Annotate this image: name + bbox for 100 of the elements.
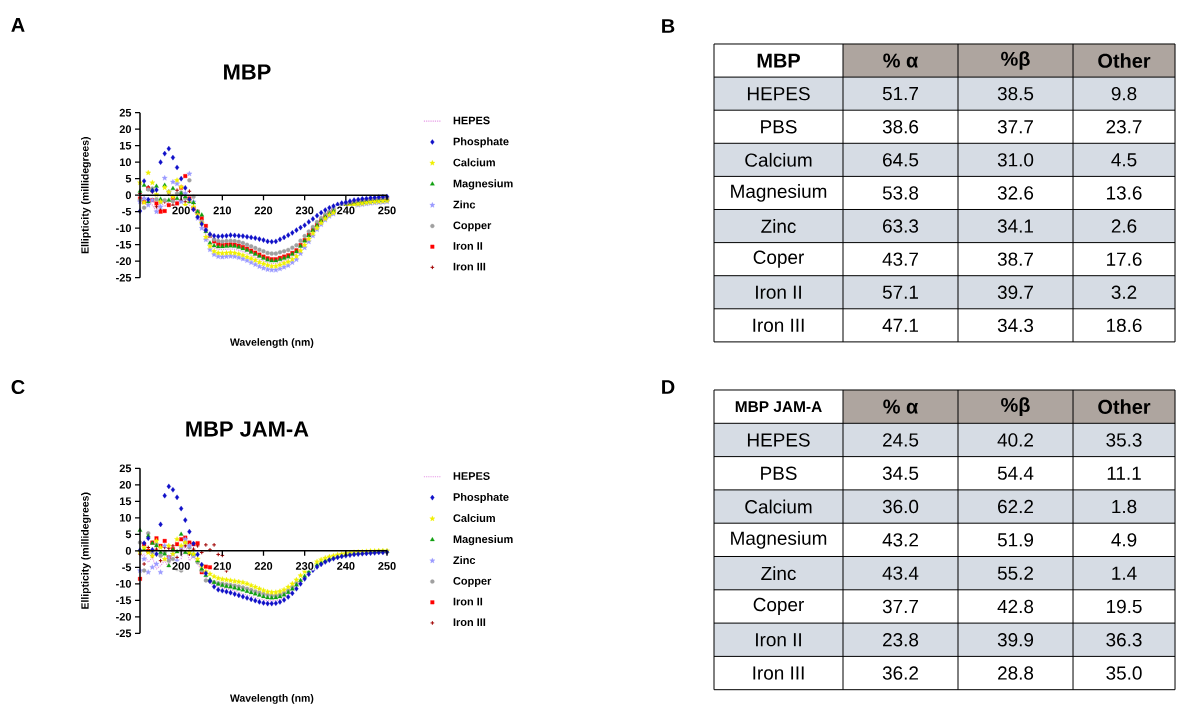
legend-label: Iron III xyxy=(453,618,486,627)
category-label: Coper xyxy=(753,250,804,268)
text: 36.2 xyxy=(882,666,918,680)
y-tick-label: 0 xyxy=(125,191,132,200)
text: 23.8 xyxy=(883,633,919,647)
category-label: %β xyxy=(1001,397,1030,416)
category-label: Other xyxy=(1098,399,1151,414)
text: 37.7 xyxy=(882,599,918,614)
y-tick-label: -25 xyxy=(116,273,132,282)
x-tick-label: 220 xyxy=(254,206,273,215)
legend-label: Phosphate xyxy=(453,137,509,148)
legend-label: Magnesium xyxy=(453,179,513,190)
text: 38.5 xyxy=(997,86,1034,101)
text: 35.0 xyxy=(1106,666,1142,680)
text: 36.3 xyxy=(1106,633,1142,647)
y-axis-title: Ellipticity (millidegrees) xyxy=(81,137,91,254)
x-tick-label: 240 xyxy=(337,562,355,570)
text: A xyxy=(11,18,25,32)
category-label: Coper xyxy=(753,597,804,616)
text: 4.5 xyxy=(1111,153,1137,167)
text: 4.9 xyxy=(1111,533,1137,547)
text: 32.6 xyxy=(997,186,1034,200)
category-label: Iron III xyxy=(753,666,804,680)
text: 55.2 xyxy=(997,566,1033,580)
text: 43.4 xyxy=(882,566,919,580)
text: 1.8 xyxy=(1112,499,1137,514)
text: 62.2 xyxy=(998,499,1033,514)
text: 57.1 xyxy=(882,285,918,299)
x-axis-title: Wavelength (nm) xyxy=(229,694,314,704)
category-label: %β xyxy=(1001,51,1030,70)
text: 1.4 xyxy=(1112,566,1137,580)
y-axis-title: Ellipticity (millidegrees) xyxy=(81,492,91,609)
legend-label: Zinc xyxy=(453,200,476,209)
text: 3.2 xyxy=(1111,285,1137,299)
legend-label: Magnesium xyxy=(453,534,513,546)
legend-label: Phosphate xyxy=(453,492,509,504)
category-label: % α xyxy=(883,53,919,68)
y-tick-label: -15 xyxy=(116,240,132,249)
text: 51.7 xyxy=(882,87,918,101)
legend-label: Zinc xyxy=(453,556,476,565)
text: 18.6 xyxy=(1107,318,1142,333)
text: 34.5 xyxy=(882,466,919,480)
text: 19.5 xyxy=(1107,599,1142,614)
text: 47.1 xyxy=(882,318,918,332)
legend-label: Iron II xyxy=(453,597,483,606)
text: 64.5 xyxy=(883,153,919,167)
y-tick-label: 15 xyxy=(119,141,132,150)
text: 39.7 xyxy=(997,285,1033,299)
y-tick-label: 0 xyxy=(125,546,132,555)
text: 37.7 xyxy=(997,120,1033,134)
text: 43.7 xyxy=(882,252,918,266)
text: 9.8 xyxy=(1111,86,1137,101)
legend-label: HEPES xyxy=(453,472,490,480)
category-label: HEPES xyxy=(747,86,810,101)
y-tick-label: -10 xyxy=(116,579,132,588)
y-tick-label: 20 xyxy=(119,480,132,489)
text: B xyxy=(662,19,675,33)
text: 31.0 xyxy=(997,153,1034,167)
legend-label: Calcium xyxy=(453,158,495,167)
y-tick-label: -20 xyxy=(116,612,132,621)
x-tick-label: 230 xyxy=(295,206,314,215)
y-tick-label: 5 xyxy=(125,174,132,183)
y-tick-label: 15 xyxy=(119,497,132,506)
legend-label: Copper xyxy=(453,221,492,232)
text: 38.7 xyxy=(997,252,1033,266)
y-tick-label: 5 xyxy=(125,530,132,539)
y-tick-label: -25 xyxy=(116,629,132,638)
chart-title: MBP xyxy=(224,64,271,80)
text: 53.8 xyxy=(882,186,919,200)
category-label: Other xyxy=(1098,53,1151,68)
y-tick-label: -5 xyxy=(122,207,132,216)
text: 38.6 xyxy=(882,120,919,134)
text: MBP xyxy=(757,53,800,68)
text: 51.9 xyxy=(997,533,1034,547)
category-label: PBS xyxy=(761,120,797,134)
x-axis-title: Wavelength (nm) xyxy=(229,338,314,348)
text: 13.6 xyxy=(1107,186,1142,200)
legend-label: Copper xyxy=(453,577,492,587)
x-tick-label: 250 xyxy=(378,206,396,215)
category-label: Calcium xyxy=(745,499,812,514)
x-tick-label: 200 xyxy=(172,206,190,215)
category-label: PBS xyxy=(761,466,797,480)
y-tick-label: -5 xyxy=(122,563,132,572)
category-label: Magnesium xyxy=(731,184,827,202)
category-label: Calcium xyxy=(745,152,812,167)
text: C xyxy=(11,379,25,395)
x-tick-label: 230 xyxy=(295,562,314,570)
legend-label: HEPES xyxy=(453,116,490,125)
text: 24.5 xyxy=(883,433,919,447)
category-label: Zinc xyxy=(761,219,796,233)
x-tick-label: 250 xyxy=(378,562,396,570)
y-tick-label: -20 xyxy=(116,257,132,266)
text: 17.6 xyxy=(1107,252,1142,266)
text: 34.3 xyxy=(997,318,1034,333)
x-tick-label: 210 xyxy=(213,206,232,215)
text: 11.1 xyxy=(1107,466,1141,480)
y-tick-label: -15 xyxy=(116,596,132,605)
text: 36.0 xyxy=(882,499,919,514)
text: D xyxy=(662,380,675,394)
text: 34.1 xyxy=(997,219,1033,233)
